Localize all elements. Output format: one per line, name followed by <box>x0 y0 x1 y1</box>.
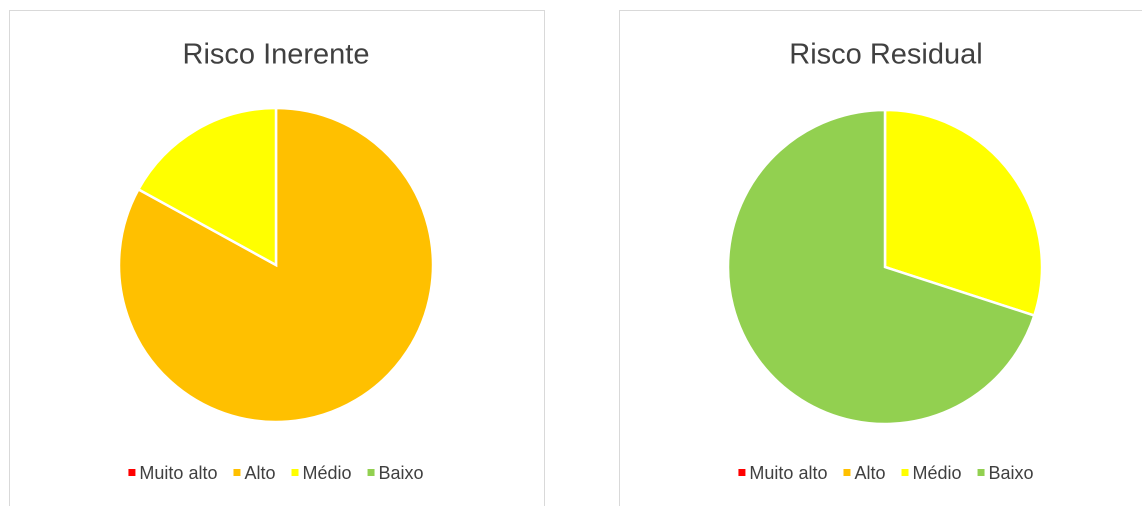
legend-label: Médio <box>303 463 352 483</box>
legend-label: Muito alto <box>139 463 217 483</box>
legend-label: Muito alto <box>749 463 827 483</box>
chart-title: Risco Residual <box>789 39 982 71</box>
legend-swatch <box>738 469 746 476</box>
legend-label: Alto <box>244 463 275 483</box>
legend-label: Baixo <box>379 463 424 483</box>
legend-swatch <box>901 469 909 476</box>
pie-slice <box>136 106 278 268</box>
pie-slice <box>726 108 1036 426</box>
legend-swatch <box>977 469 985 476</box>
legend-swatch <box>291 469 299 476</box>
legend-swatch <box>843 469 851 476</box>
legend-label: Baixo <box>989 463 1034 483</box>
legend-swatch <box>233 469 241 476</box>
pie-slice <box>883 108 1044 318</box>
legend-label: Médio <box>913 463 962 483</box>
chart-title: Risco Inerente <box>183 39 370 71</box>
legend-swatch <box>128 469 136 476</box>
legend-label: Alto <box>854 463 885 483</box>
legend-swatch <box>367 469 375 476</box>
